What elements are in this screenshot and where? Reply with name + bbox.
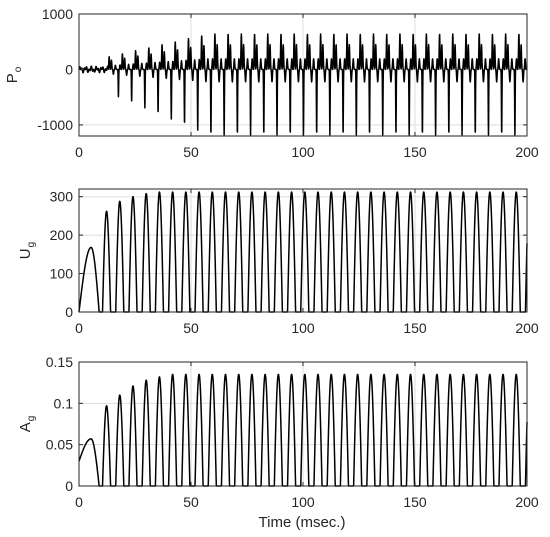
y-tick-label: 1000 xyxy=(42,6,73,22)
x-tick-label: 200 xyxy=(515,494,539,510)
y-tick-label: 0 xyxy=(65,478,73,494)
x-tick-label: 150 xyxy=(403,144,427,160)
x-tick-label: 100 xyxy=(291,494,315,510)
y-tick-label: -1000 xyxy=(37,117,73,133)
y-tick-label: 200 xyxy=(50,227,74,243)
y-tick-label: 300 xyxy=(50,189,74,205)
series-line xyxy=(78,33,528,136)
x-tick-label: 100 xyxy=(291,144,315,160)
y-axis-label: Po xyxy=(4,66,24,83)
y-tick-label: 0.15 xyxy=(46,354,73,370)
y-tick-label: 0 xyxy=(65,61,73,77)
x-tick-label: 0 xyxy=(75,144,83,160)
y-axis-label: Ag xyxy=(17,416,37,433)
x-tick-label: 50 xyxy=(183,494,199,510)
x-tick-label: 0 xyxy=(75,320,83,336)
x-axis-label: Time (msec.) xyxy=(259,514,346,531)
y-tick-label: 0 xyxy=(65,304,73,320)
y-tick-label: 100 xyxy=(50,266,74,282)
x-tick-label: 200 xyxy=(515,320,539,336)
x-tick-label: 0 xyxy=(75,494,83,510)
panel-3: 0 50 100 150 200 0 0.05 0.1 0.15 Ag xyxy=(17,354,539,510)
y-tick-label: 0.05 xyxy=(46,437,73,453)
x-tick-label: 50 xyxy=(183,320,199,336)
y-axis-label: Ug xyxy=(17,242,37,259)
y-tick-label: 0.1 xyxy=(54,395,74,411)
x-tick-label: 150 xyxy=(403,320,427,336)
panel-2: 0 50 100 150 200 0 100 200 300 Ug xyxy=(17,188,539,336)
x-tick-label: 50 xyxy=(183,144,199,160)
x-tick-label: 150 xyxy=(403,494,427,510)
x-tick-label: 100 xyxy=(291,320,315,336)
x-tick-label: 200 xyxy=(515,144,539,160)
